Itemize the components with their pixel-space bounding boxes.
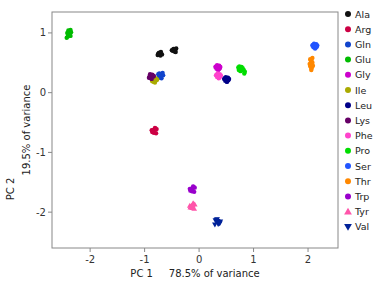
point <box>226 78 230 82</box>
legend-label: Ile <box>355 85 366 96</box>
x-tick-label: 0 <box>196 254 202 265</box>
x-tick <box>144 248 145 252</box>
x-tick <box>90 248 91 252</box>
legend-label: Phe <box>355 130 373 141</box>
point <box>189 188 193 192</box>
y-tick-label: 0 <box>40 87 46 98</box>
x-tick-label: 2 <box>305 254 311 265</box>
legend-marker <box>345 41 351 47</box>
series <box>147 72 156 81</box>
legend-marker <box>344 208 352 215</box>
legend-marker <box>345 163 351 169</box>
series <box>155 46 178 58</box>
x-tick <box>308 248 309 252</box>
y-axis-annotation: PC 2 <box>5 178 16 201</box>
series <box>310 41 319 50</box>
point <box>314 44 318 48</box>
point <box>188 188 192 192</box>
legend-marker <box>345 193 351 199</box>
point <box>151 129 155 133</box>
point <box>172 49 176 53</box>
series <box>187 200 198 210</box>
y-tick <box>48 32 52 33</box>
axes: -2 -1 0 1 2 -2 -1 0 1 <box>36 27 311 265</box>
point <box>217 221 223 226</box>
series <box>236 64 247 76</box>
legend-marker <box>345 11 351 17</box>
point <box>237 64 241 68</box>
legend-label: Leu <box>355 100 372 111</box>
chart: -2 -1 0 1 2 -2 -1 0 1 PC 1 78.5% of variance 19.5%… <box>0 0 392 285</box>
series <box>214 71 223 80</box>
legend-marker <box>345 57 351 63</box>
legend-marker <box>345 178 351 184</box>
x-axis-label: PC 1 78.5% of variance <box>130 268 259 279</box>
point <box>156 52 160 56</box>
point <box>189 188 193 192</box>
point <box>217 67 221 71</box>
point <box>66 28 70 32</box>
y-tick <box>48 92 52 93</box>
legend-label: Gln <box>355 39 371 50</box>
legend-label: Lys <box>355 115 370 126</box>
legend-label: Ser <box>355 161 371 172</box>
points <box>65 28 320 228</box>
x-tick-label: -2 <box>85 254 95 265</box>
x-tick <box>199 248 200 252</box>
point <box>68 34 72 38</box>
point <box>218 74 222 78</box>
point <box>188 204 194 209</box>
y-tick <box>48 212 52 213</box>
point <box>157 73 161 77</box>
point <box>216 221 222 226</box>
y-tick <box>48 152 52 153</box>
legend-label: Glu <box>355 54 371 65</box>
y-tick-label: 1 <box>40 27 46 38</box>
series <box>65 28 74 40</box>
legend-marker <box>345 148 351 154</box>
point <box>218 74 222 78</box>
point <box>315 44 319 48</box>
y-tick-label: -1 <box>36 147 46 158</box>
series <box>213 63 222 72</box>
series <box>188 184 197 194</box>
plot-frame <box>52 12 338 248</box>
series <box>149 126 158 136</box>
y-tick-label: -2 <box>36 207 46 218</box>
legend-label: Gly <box>355 69 371 80</box>
legend-label: Ala <box>355 9 370 20</box>
point <box>243 70 247 74</box>
point <box>226 78 230 82</box>
point <box>212 223 218 228</box>
series <box>222 75 231 84</box>
legend-label: Val <box>355 221 369 232</box>
point <box>310 56 314 60</box>
legend-marker <box>344 224 352 231</box>
legend-label: Arg <box>355 24 371 35</box>
legend-label: Thr <box>354 176 371 187</box>
x-tick-label: 1 <box>250 254 256 265</box>
series <box>307 56 315 72</box>
x-tick <box>253 248 254 252</box>
legend-marker <box>345 87 351 93</box>
point <box>309 68 313 72</box>
legend-label: Pro <box>355 145 370 156</box>
point <box>65 35 69 39</box>
legend-label: Tyr <box>354 206 369 217</box>
legend-marker <box>345 26 351 32</box>
y-axis-label: 19.5% of variance <box>21 85 32 176</box>
x-tick-label: -1 <box>140 254 150 265</box>
legend-marker <box>345 72 351 78</box>
legend-marker <box>345 102 351 108</box>
point <box>148 73 152 77</box>
legend-marker <box>345 117 351 123</box>
legend-label: Trp <box>354 191 369 202</box>
series <box>212 217 223 227</box>
legend: Ala Arg Gln Glu Gly Ile Leu Lys Phe Pro Ser Thr Trp T… <box>344 9 373 233</box>
legend-marker <box>345 133 351 139</box>
